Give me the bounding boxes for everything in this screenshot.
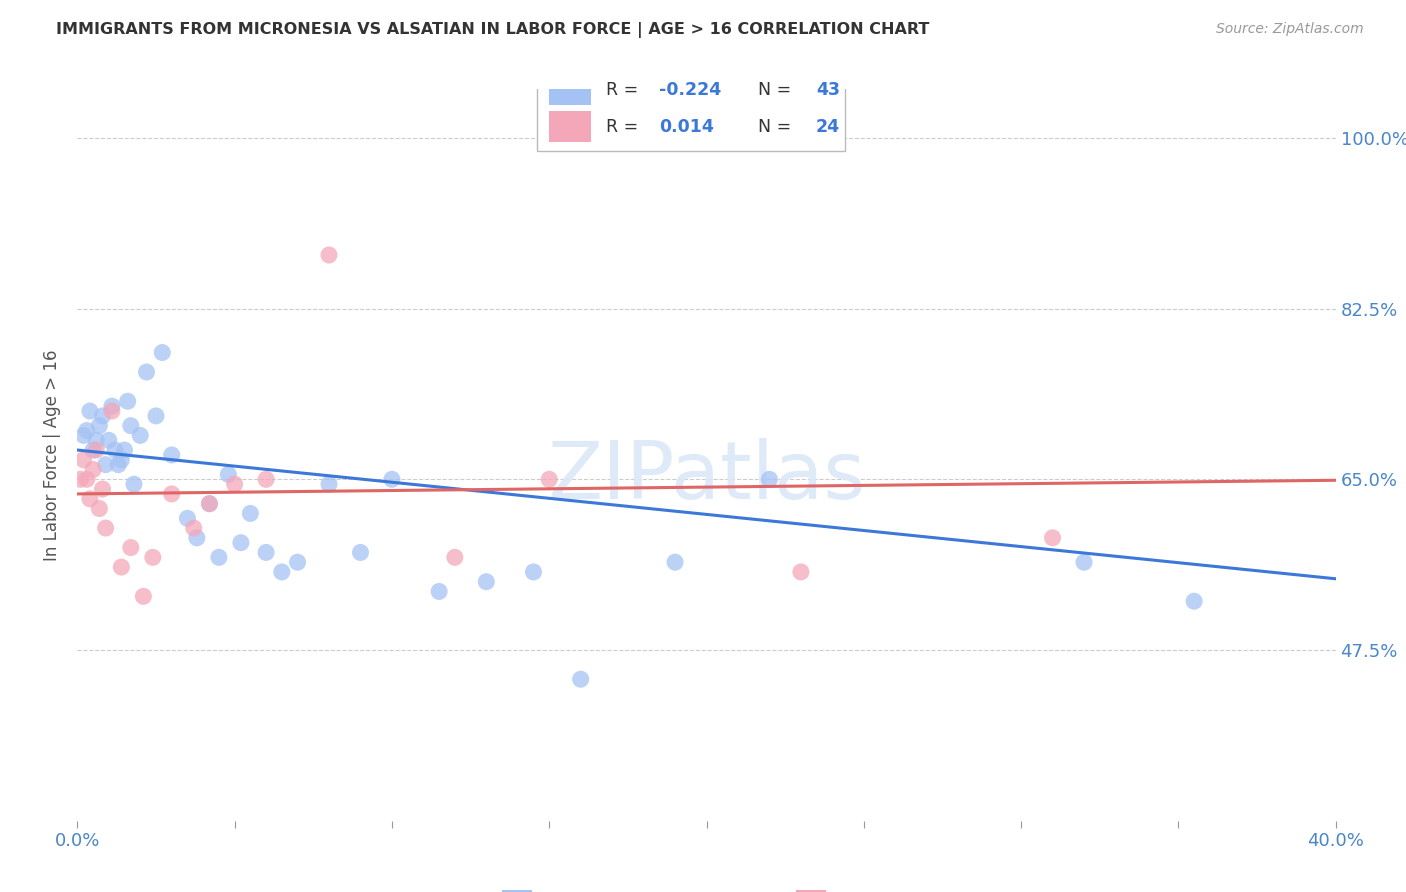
Text: R =: R = (606, 118, 650, 136)
Point (79, 491, 101, 506)
Point (183, 521, 205, 535)
Point (89, 418, 111, 433)
Point (427, 584, 450, 599)
Point (72, 428, 94, 442)
Point (142, 550, 165, 565)
FancyBboxPatch shape (550, 75, 591, 105)
Point (1182, 594, 1205, 608)
Point (82, 462, 104, 476)
Point (1042, 531, 1064, 545)
Point (84, 443, 107, 458)
Text: Source: ZipAtlas.com: Source: ZipAtlas.com (1216, 22, 1364, 37)
Point (522, 565, 544, 579)
Point (89, 501, 111, 516)
Point (82, 443, 104, 458)
Point (69, 472, 91, 486)
Point (790, 565, 813, 579)
Point (72, 452, 94, 467)
Point (198, 497, 221, 511)
Point (104, 443, 127, 458)
Point (101, 399, 124, 413)
Point (270, 565, 292, 579)
Point (569, 672, 592, 686)
Point (110, 452, 132, 467)
Text: -0.224: -0.224 (658, 81, 721, 99)
Point (135, 365, 157, 379)
Point (287, 555, 309, 569)
Point (110, 560, 132, 574)
Point (107, 458, 129, 472)
Point (76, 472, 98, 486)
Point (217, 467, 239, 482)
Point (79, 404, 101, 418)
Legend: Immigrants from Micronesia, Alsatians: Immigrants from Micronesia, Alsatians (495, 884, 918, 892)
Point (208, 550, 231, 565)
Point (120, 541, 142, 555)
Text: 43: 43 (815, 81, 839, 99)
Point (76, 424, 98, 438)
Point (132, 590, 155, 604)
Point (91, 482, 114, 496)
Point (97, 434, 120, 448)
Point (122, 477, 145, 491)
Text: N =: N = (747, 118, 797, 136)
Point (318, 477, 340, 491)
Text: 0.014: 0.014 (658, 118, 714, 136)
Point (349, 545, 371, 559)
Point (254, 545, 277, 559)
Point (444, 550, 467, 565)
Point (239, 507, 262, 521)
Point (120, 418, 142, 433)
Text: R =: R = (606, 81, 644, 99)
Point (84, 434, 107, 448)
Point (101, 404, 124, 418)
Point (475, 574, 498, 589)
Text: IMMIGRANTS FROM MICRONESIA VS ALSATIAN IN LABOR FORCE | AGE > 16 CORRELATION CHA: IMMIGRANTS FROM MICRONESIA VS ALSATIAN I… (56, 22, 929, 38)
Point (381, 472, 404, 486)
Point (160, 448, 183, 462)
FancyBboxPatch shape (550, 112, 591, 142)
Point (318, 248, 340, 262)
Point (186, 531, 208, 545)
Point (117, 394, 139, 409)
Point (254, 472, 277, 486)
Point (145, 409, 167, 423)
Point (129, 428, 152, 442)
Y-axis label: In Labor Force | Age > 16: In Labor Force | Age > 16 (44, 349, 62, 561)
Text: N =: N = (747, 81, 797, 99)
Point (664, 555, 686, 569)
Point (229, 535, 252, 549)
Point (94, 458, 117, 472)
Text: ZIPatlas: ZIPatlas (547, 438, 866, 516)
Point (224, 477, 246, 491)
Point (114, 443, 136, 458)
Point (1073, 555, 1095, 569)
Point (91, 409, 114, 423)
Point (198, 497, 221, 511)
Point (150, 345, 173, 359)
Point (160, 487, 183, 501)
Text: 24: 24 (815, 118, 841, 136)
FancyBboxPatch shape (537, 67, 845, 152)
Point (94, 521, 117, 535)
Point (758, 472, 780, 486)
Point (176, 511, 198, 525)
Point (538, 472, 561, 486)
